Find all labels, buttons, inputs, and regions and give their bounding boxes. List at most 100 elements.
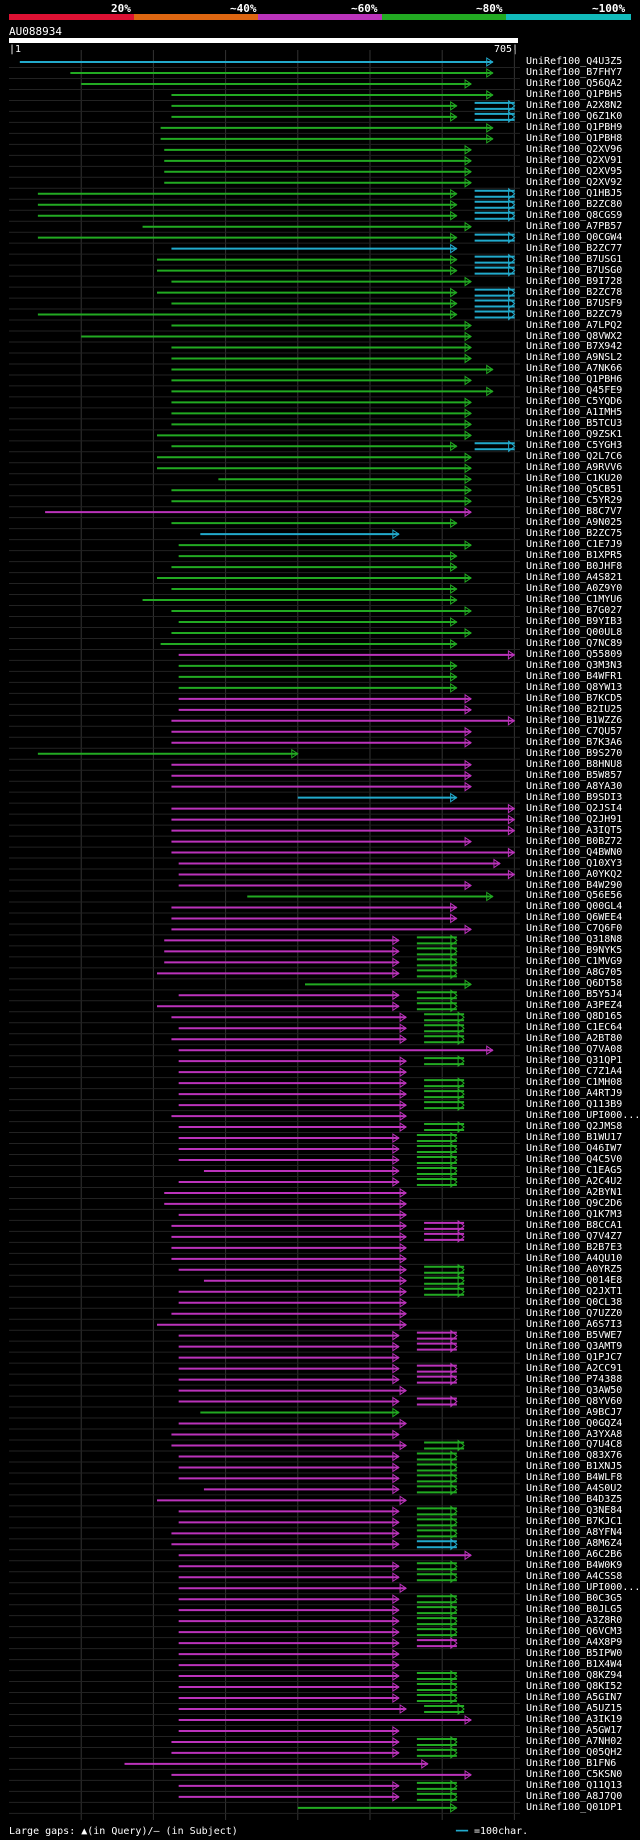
hit-label[interactable]: UniRef100_B2ZC79 [526,308,623,320]
hit-label[interactable]: UniRef100_A4QU10 [526,1252,623,1264]
hit-label[interactable]: UniRef100_Q8CGS9 [526,209,623,221]
hit-label[interactable]: UniRef100_A2X8N2 [526,99,623,111]
hit-label[interactable]: UniRef100_B1WZZ6 [526,714,623,726]
hit-label[interactable]: UniRef100_P74388 [526,1373,623,1385]
hit-label[interactable]: UniRef100_A8G705 [526,967,623,979]
hit-label[interactable]: UniRef100_C5YGH3 [526,440,623,452]
hit-label[interactable]: UniRef100_Q6WEE4 [526,912,623,924]
hit-label[interactable]: UniRef100_Q7NC89 [526,637,623,649]
hit-label[interactable]: UniRef100_Q00UL8 [526,626,623,638]
hit-label[interactable]: UniRef100_A2C4U2 [526,1175,623,1187]
hit-label[interactable]: UniRef100_Q10XY3 [526,857,623,869]
hit-label[interactable]: UniRef100_B2ZC80 [526,198,623,210]
hit-label[interactable]: UniRef100_A8YA30 [526,780,623,792]
hit-label[interactable]: UniRef100_A7NH02 [526,1735,623,1747]
hit-label[interactable]: UniRef100_A9BCJ7 [526,1406,623,1418]
hit-label[interactable]: UniRef100_Q46IW7 [526,1143,623,1155]
hit-label[interactable]: UniRef100_Q1PBH6 [526,374,623,386]
hit-label[interactable]: UniRef100_A0YKQ2 [526,868,623,880]
hit-label[interactable]: UniRef100_Q014E8 [526,1274,623,1286]
hit-label[interactable]: UniRef100_B9NYK5 [526,945,623,957]
hit-label[interactable]: UniRef100_A0YRZ5 [526,1263,623,1275]
hit-label[interactable]: UniRef100_Q31QP1 [526,1055,623,1067]
hit-label[interactable]: UniRef100_C1MVG9 [526,956,623,968]
hit-label[interactable]: UniRef100_B2ZC77 [526,242,623,254]
hit-label[interactable]: UniRef100_A8J7Q0 [526,1790,623,1802]
hit-label[interactable]: UniRef100_Q8YW13 [526,681,623,693]
hit-label[interactable]: UniRef100_B8HNU8 [526,758,623,770]
hit-label[interactable]: UniRef100_C7Z1A4 [526,1066,623,1078]
hit-label[interactable]: UniRef100_B5W857 [526,769,623,781]
hit-label[interactable]: UniRef100_B9YIB3 [526,615,623,627]
hit-label[interactable]: UniRef100_Q7U4C8 [526,1439,623,1451]
hit-label[interactable]: UniRef100_B7FHY7 [526,66,623,78]
hit-label[interactable]: UniRef100_B7KCD5 [526,692,623,704]
hit-label[interactable]: UniRef100_UPI000... [526,1110,640,1122]
hit-label[interactable]: UniRef100_A3Z8R0 [526,1615,623,1627]
hit-label[interactable]: UniRef100_C7Q6F0 [526,923,623,935]
hit-label[interactable]: UniRef100_Q8YV60 [526,1395,623,1407]
hit-label[interactable]: UniRef100_A5GW17 [526,1724,623,1736]
hit-label[interactable]: UniRef100_B8CCA1 [526,1219,623,1231]
hit-label[interactable]: UniRef100_C1E7J9 [526,539,623,551]
hit-label[interactable]: UniRef100_A3IK19 [526,1713,623,1725]
hit-label[interactable]: UniRef100_Q8KI52 [526,1681,623,1693]
hit-label[interactable]: UniRef100_Q113B9 [526,1099,623,1111]
hit-label[interactable]: UniRef100_A0Z9Y0 [526,583,623,595]
hit-label[interactable]: UniRef100_B4WLF8 [526,1472,623,1484]
hit-label[interactable]: UniRef100_Q1PBH8 [526,132,623,144]
hit-label[interactable]: UniRef100_A9NSL2 [526,352,623,364]
hit-label[interactable]: UniRef100_C7QU57 [526,725,623,737]
hit-label[interactable]: UniRef100_Q8KZ94 [526,1670,623,1682]
hit-label[interactable]: UniRef100_B4D3Z5 [526,1494,623,1506]
hit-label[interactable]: UniRef100_B7X942 [526,341,623,353]
hit-label[interactable]: UniRef100_A2BT80 [526,1033,623,1045]
hit-label[interactable]: UniRef100_C5KSN0 [526,1768,623,1780]
hit-label[interactable]: UniRef100_Q0CL38 [526,1296,623,1308]
hit-label[interactable]: UniRef100_Q01DP1 [526,1801,623,1813]
hit-label[interactable]: UniRef100_A4X8P9 [526,1637,623,1649]
hit-label[interactable]: UniRef100_Q2XV91 [526,154,623,166]
hit-label[interactable]: UniRef100_Q1PBH5 [526,88,623,100]
hit-label[interactable]: UniRef100_Q6Z1K0 [526,110,623,122]
hit-label[interactable]: UniRef100_Q11Q13 [526,1779,623,1791]
hit-label[interactable]: UniRef100_A3YXA8 [526,1428,623,1440]
hit-label[interactable]: UniRef100_B7USG1 [526,253,623,265]
hit-label[interactable]: UniRef100_Q5CB51 [526,484,623,496]
hit-label[interactable]: UniRef100_A4RTJ9 [526,1088,623,1100]
hit-label[interactable]: UniRef100_Q2XV92 [526,176,623,188]
hit-label[interactable]: UniRef100_Q8VWX2 [526,330,623,342]
hit-label[interactable]: UniRef100_B9S270 [526,747,623,759]
hit-label[interactable]: UniRef100_Q3M3N3 [526,659,623,671]
hit-label[interactable]: UniRef100_Q9C2D6 [526,1197,623,1209]
hit-label[interactable]: UniRef100_B8C7V7 [526,506,623,518]
hit-label[interactable]: UniRef100_A3PEZ4 [526,1000,623,1012]
hit-label[interactable]: UniRef100_A7LPQ2 [526,319,623,331]
hit-label[interactable]: UniRef100_A1IMH5 [526,407,623,419]
hit-label[interactable]: UniRef100_Q0GQZ4 [526,1417,623,1429]
hit-label[interactable]: UniRef100_C1MH08 [526,1077,623,1089]
hit-label[interactable]: UniRef100_B4WFR1 [526,670,623,682]
hit-label[interactable]: UniRef100_Q7V4Z7 [526,1230,623,1242]
hit-label[interactable]: UniRef100_Q1PBH9 [526,121,623,133]
hit-label[interactable]: UniRef100_Q83X76 [526,1450,623,1462]
hit-label[interactable]: UniRef100_A5UZ15 [526,1703,623,1714]
hit-label[interactable]: UniRef100_Q4U3Z5 [526,56,623,67]
hit-label[interactable]: UniRef100_B5Y5J4 [526,989,623,1001]
hit-label[interactable]: UniRef100_Q56E56 [526,890,623,902]
hit-label[interactable]: UniRef100_Q05QH2 [526,1746,623,1758]
hit-label[interactable]: UniRef100_C5YQD6 [526,396,623,408]
hit-label[interactable]: UniRef100_B7KJC1 [526,1516,623,1528]
hit-label[interactable]: UniRef100_B1XPR5 [526,550,623,562]
hit-label[interactable]: UniRef100_A2BYN1 [526,1186,623,1198]
hit-label[interactable]: UniRef100_B1XNJ5 [526,1461,623,1473]
hit-label[interactable]: UniRef100_B7K3A6 [526,736,623,748]
hit-label[interactable]: UniRef100_C5YR29 [526,495,623,507]
hit-label[interactable]: UniRef100_B9SDI3 [526,791,623,803]
hit-label[interactable]: UniRef100_Q2JH91 [526,813,623,825]
hit-label[interactable]: UniRef100_Q0CGW4 [526,231,623,243]
hit-label[interactable]: UniRef100_Q3AMT9 [526,1340,623,1352]
hit-label[interactable]: UniRef100_Q3NE84 [526,1505,623,1517]
hit-label[interactable]: UniRef100_Q4C5V0 [526,1154,623,1165]
hit-label[interactable]: UniRef100_A4CSS8 [526,1571,623,1583]
